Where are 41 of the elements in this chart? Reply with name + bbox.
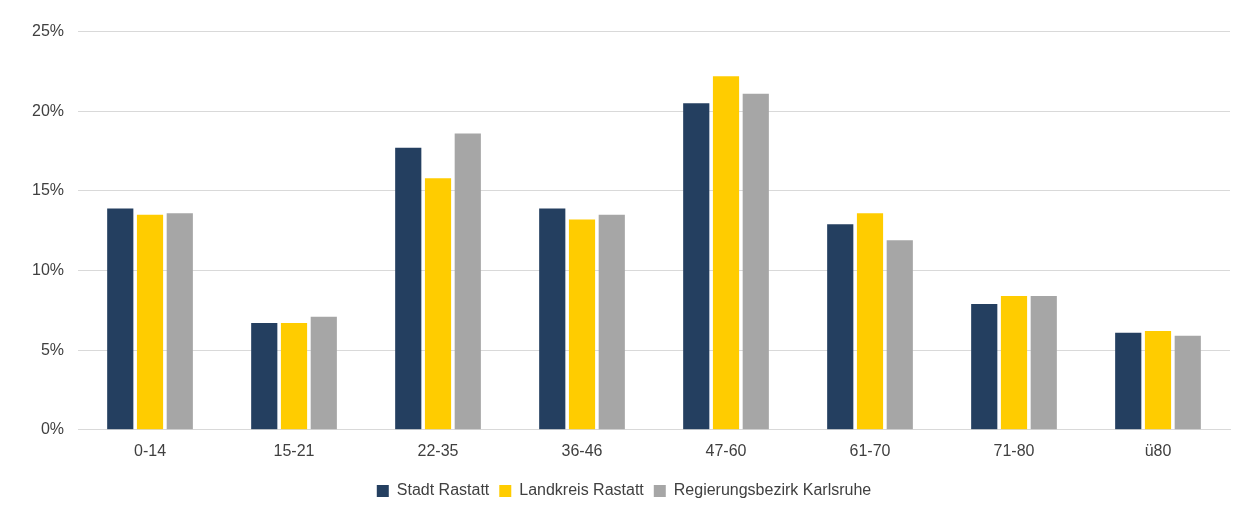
- y-tick-label: 15%: [31, 181, 65, 199]
- bar: [971, 303, 998, 430]
- x-tick-label: ü80: [1144, 441, 1172, 459]
- bar: [454, 133, 481, 430]
- bar: [856, 213, 884, 430]
- bar: [395, 147, 422, 430]
- y-tick-label: 5%: [40, 340, 65, 358]
- bar: [742, 93, 769, 430]
- bar: [107, 208, 134, 430]
- bar: [1000, 296, 1028, 430]
- bar: [166, 213, 193, 430]
- y-tick-label: 10%: [31, 260, 65, 278]
- x-tick-label: 36-46: [561, 441, 603, 459]
- bar: [136, 214, 164, 430]
- bar: [424, 178, 452, 430]
- bar: [886, 240, 913, 430]
- bar: [683, 103, 710, 430]
- bar: [539, 208, 566, 430]
- bar: [1115, 332, 1142, 430]
- bar: [1144, 331, 1172, 430]
- x-tick-label: 15-21: [273, 441, 315, 459]
- bar: [251, 323, 278, 430]
- bar: [1174, 335, 1201, 430]
- bar: [827, 224, 854, 430]
- x-tick-label: 22-35: [417, 441, 459, 459]
- bar: [1030, 296, 1057, 430]
- y-tick-label: 25%: [31, 22, 65, 40]
- bar: [310, 316, 337, 430]
- x-tick-label: 47-60: [705, 441, 747, 459]
- legend-label: Landkreis Rastatt: [519, 481, 645, 499]
- bar: [712, 76, 740, 430]
- y-tick-label: 20%: [31, 101, 65, 119]
- bar: [598, 214, 625, 430]
- x-tick-label: 61-70: [849, 441, 891, 459]
- legend-label: Regierungsbezirk Karlsruhe: [673, 481, 872, 499]
- legend-label: Stadt Rastatt: [396, 481, 490, 499]
- bar: [280, 323, 308, 430]
- x-tick-label: 71-80: [993, 441, 1035, 459]
- x-tick-label: 0-14: [134, 441, 167, 459]
- y-tick-label: 0%: [40, 420, 65, 438]
- bar: [568, 219, 596, 430]
